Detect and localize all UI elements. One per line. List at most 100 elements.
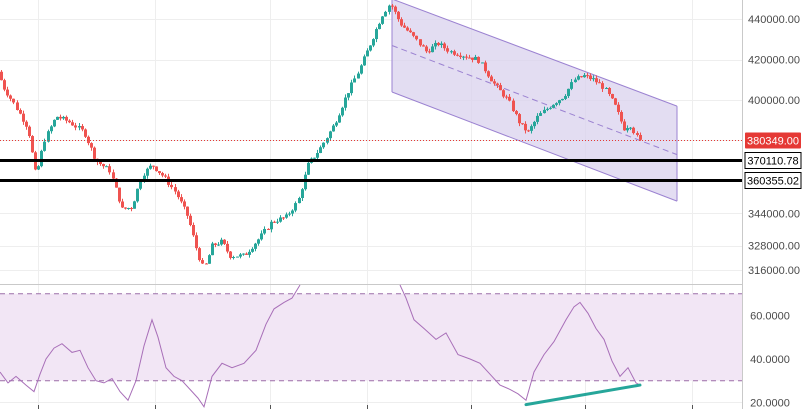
candle-body [177,191,180,198]
candle-body [108,166,111,173]
candle-body [595,78,598,83]
candle-body [208,255,211,264]
candle-body [121,201,124,208]
candle-body [496,83,499,86]
candle-body [477,56,480,63]
candle-body [598,82,601,84]
candle-body [25,121,28,127]
candle-body [263,228,266,234]
candle-body [130,208,133,210]
time-axis-ticks [38,405,693,409]
candle-body [632,127,635,134]
regression-channel[interactable] [391,0,678,202]
candle-body [158,171,161,174]
candle-body [443,43,446,49]
candle-body [62,116,65,119]
candle-body [341,107,344,116]
candle-body [499,85,502,91]
candle-body [9,95,12,99]
candle-body [22,113,25,122]
candle-body [307,162,310,175]
candle-body [605,87,608,89]
channel-lower-line[interactable] [391,91,678,202]
channel-upper-line[interactable] [392,0,678,107]
candle-body [505,96,508,98]
candle-body [521,123,524,125]
candle-body [143,175,146,182]
candle-body [223,239,226,244]
candle-body [53,119,56,127]
candle-body [536,115,539,122]
candle-body [84,129,87,137]
price-level-badges[interactable]: 380349.00 370110.78 360355.02 [744,132,802,189]
candle-body [474,56,477,60]
rsi-series [0,284,641,408]
candle-body [549,107,552,109]
candle-body [180,197,183,202]
candle-body [251,248,254,252]
candle-body [16,102,19,110]
price-scale-background[interactable] [742,0,804,409]
candle-body [127,208,130,210]
candle-body [471,57,474,60]
candle-body [453,51,456,55]
divergence-line[interactable] [524,383,642,407]
candle-body [31,136,34,153]
candle-body [428,51,431,53]
candle-body [335,122,338,126]
candle-body [161,173,164,176]
candle-body [329,131,332,139]
candle-body [220,239,223,245]
candle-body [583,75,586,78]
candle-body [201,260,204,264]
horizontal-levels[interactable] [0,140,742,182]
candle-body [149,165,152,169]
level-price-badge[interactable] [744,152,802,169]
current-price-badge[interactable] [745,132,801,149]
candle-body [611,94,614,99]
candle-body [47,131,50,142]
candle-body [508,96,511,101]
candle-body [192,225,195,236]
candle-body [3,80,6,90]
candle-body [291,210,294,214]
candle-body [490,76,493,82]
candle-body [360,65,363,74]
candle-body [388,5,391,12]
price-pane[interactable] [0,0,742,284]
rsi-line [399,284,641,402]
candle-body [298,197,301,204]
candle-body [357,73,360,79]
candle-body [56,116,59,120]
rsi-divergence-trendline[interactable] [524,383,642,407]
candle-body [446,48,449,52]
candle-body [19,109,22,114]
candle-body [570,82,573,89]
candle-body [629,127,632,129]
candle-body [344,97,347,108]
candle-body [425,46,428,52]
candle-body [381,16,384,24]
candle-body [12,98,15,103]
candle-body [78,126,81,128]
candle-body [276,221,279,223]
level-price-badge[interactable] [744,172,802,189]
price-tick-label: 400000.00 [748,95,800,107]
channel-middle-line[interactable] [391,45,678,156]
candle-body [459,55,462,58]
candle-body [282,217,285,219]
candle-body [567,88,570,97]
candle-body [487,71,490,77]
candle-body [189,215,192,226]
candle-body [50,126,53,132]
candle-body [394,6,397,12]
candle-body [375,29,378,40]
candle-body [267,228,270,230]
candle-body [260,233,263,240]
candle-body [384,11,387,17]
candle-body [118,187,121,202]
rsi-pane[interactable] [0,284,742,409]
candle-body [65,116,68,121]
candle-body [211,243,214,256]
